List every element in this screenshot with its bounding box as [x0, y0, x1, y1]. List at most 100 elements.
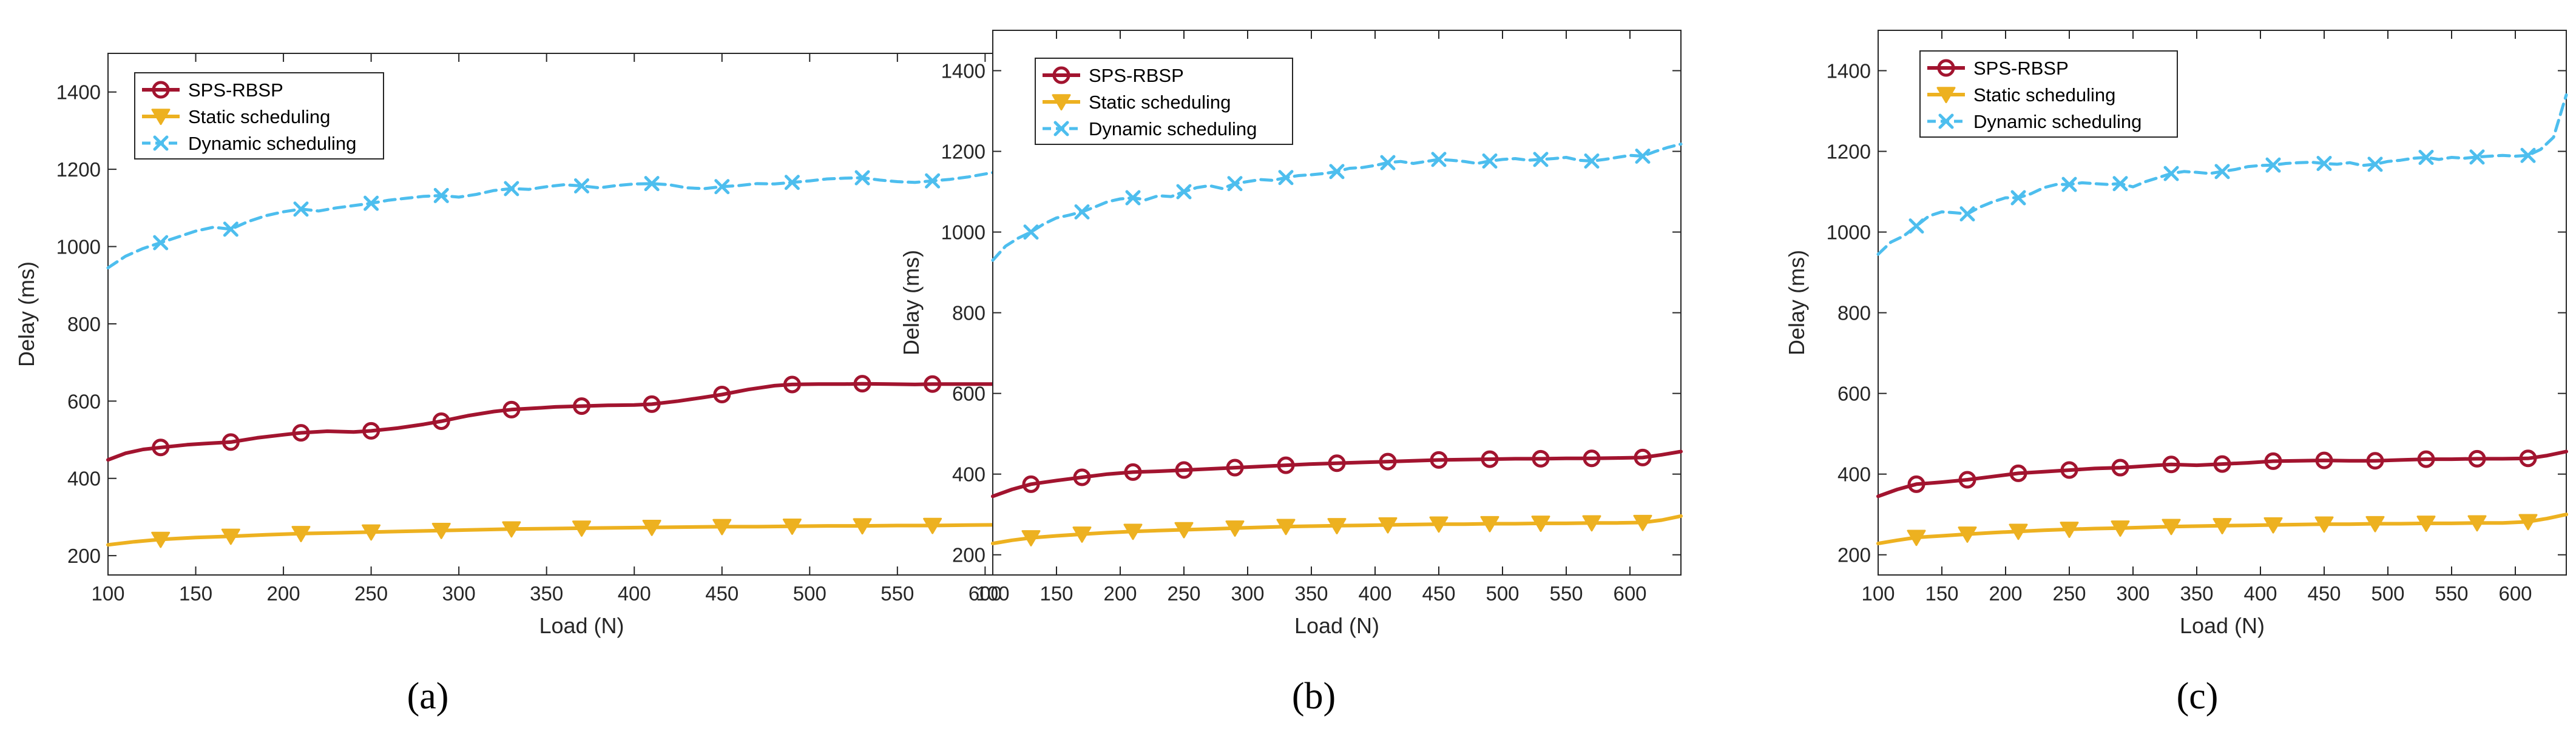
data-point-marker: [1328, 454, 1346, 472]
x-tick-label: 150: [179, 582, 212, 605]
data-point-marker: [1907, 475, 1925, 493]
series-static-scheduling: [106, 517, 1057, 548]
x-axis-label: Load (N): [2180, 613, 2265, 638]
x-axis-label: Load (N): [539, 613, 624, 638]
data-point-marker: [363, 195, 379, 211]
data-point-marker: [2163, 166, 2179, 181]
series-sps-rbsp: [1876, 449, 2568, 499]
data-point-marker: [1175, 461, 1193, 479]
data-point-marker: [433, 187, 449, 203]
legend-entry: SPS-RBSP: [188, 79, 283, 101]
data-point-marker: [432, 412, 450, 430]
legend-entry: Static scheduling: [188, 106, 330, 127]
data-point-marker: [1431, 152, 1447, 167]
data-point-marker: [1531, 516, 1550, 532]
legend-marker: [151, 109, 171, 126]
data-point-marker: [783, 375, 801, 394]
data-point-marker: [924, 375, 942, 393]
data-point-marker: [2009, 523, 2028, 540]
data-point-marker: [2214, 164, 2230, 180]
y-tick-label: 200: [67, 545, 101, 567]
data-point-marker: [1329, 164, 1345, 180]
data-point-marker: [854, 170, 870, 186]
data-point-marker: [1532, 449, 1550, 468]
data-point-marker: [2213, 455, 2231, 473]
data-point-marker: [574, 178, 589, 194]
data-point-marker: [784, 175, 800, 190]
data-point-marker: [2263, 517, 2283, 534]
legend-marker: [1052, 94, 1071, 111]
legend-entry: SPS-RBSP: [1973, 58, 2069, 79]
x-tick-label: 100: [976, 582, 1009, 605]
data-point-marker: [1379, 452, 1397, 471]
data-point-marker: [1633, 514, 1652, 531]
data-point-marker: [1430, 451, 1448, 469]
caption-a: (a): [407, 676, 449, 717]
data-point-marker: [1959, 206, 1975, 222]
data-point-marker: [2416, 516, 2436, 532]
data-point-marker: [925, 173, 941, 189]
y-tick-label: 1400: [1827, 60, 1871, 82]
data-point-marker: [2468, 449, 2486, 468]
data-point-marker: [2366, 452, 2384, 470]
data-point-marker: [2519, 449, 2537, 468]
data-point-marker: [1174, 522, 1194, 539]
legend: SPS-RBSP Static scheduling Dynamic schedul…: [1919, 50, 2178, 138]
data-point-marker: [2010, 190, 2026, 206]
data-point-marker: [2365, 516, 2385, 533]
data-point-marker: [853, 518, 872, 535]
data-point-marker: [1907, 529, 1926, 546]
data-point-marker: [2060, 461, 2078, 479]
data-point-marker: [1023, 224, 1039, 240]
y-tick-label: 400: [952, 463, 985, 486]
data-point-marker: [923, 517, 942, 534]
x-tick-label: 600: [2498, 582, 2532, 605]
data-point-marker: [502, 400, 521, 418]
data-point-marker: [2315, 451, 2333, 469]
data-point-marker: [1125, 190, 1141, 206]
x-tick-label: 350: [1294, 582, 1328, 605]
x-tick-label: 100: [91, 582, 124, 605]
data-point-marker: [1481, 450, 1499, 468]
data-point-marker: [1378, 517, 1398, 534]
data-point-marker: [1958, 471, 1976, 489]
data-point-marker: [2061, 176, 2077, 192]
x-tick-label: 200: [267, 582, 300, 605]
data-point-marker: [221, 433, 240, 451]
x-tick-label: 450: [1422, 582, 1455, 605]
x-tick-label: 450: [2307, 582, 2341, 605]
x-tick-label: 600: [1613, 582, 1646, 605]
plot-area: [992, 30, 1682, 576]
legend-marker: [1053, 121, 1069, 136]
data-point-marker: [2520, 147, 2536, 163]
series-static-scheduling: [1876, 512, 2568, 546]
y-tick-label: 600: [67, 390, 101, 412]
legend: SPS-RBSP Static scheduling Dynamic schedul…: [1035, 58, 1293, 145]
y-axis-label: Delay (ms): [14, 261, 39, 367]
data-point-marker: [2162, 519, 2181, 536]
data-point-marker: [1226, 459, 1244, 477]
data-point-marker: [2316, 156, 2332, 172]
data-point-marker: [2418, 150, 2434, 166]
data-point-marker: [1380, 155, 1396, 170]
data-point-marker: [1582, 515, 1601, 532]
legend-marker: [1937, 59, 1955, 77]
x-tick-label: 250: [1167, 582, 1200, 605]
x-tick-label: 450: [705, 582, 739, 605]
x-tick-label: 250: [2052, 582, 2086, 605]
x-tick-label: 350: [530, 582, 563, 605]
chart-panel-c: 100 150 200 250 300 350 400 450 500 550 600 200 400 6…: [1784, 30, 2568, 638]
y-tick-label: 1200: [56, 158, 101, 181]
data-point-marker: [153, 235, 169, 250]
x-tick-label: 300: [1231, 582, 1264, 605]
series-dynamic-scheduling: [1876, 93, 2568, 256]
y-tick-label: 200: [952, 544, 985, 566]
y-tick-label: 600: [952, 383, 985, 405]
series-line: [991, 449, 1683, 499]
data-point-marker: [2009, 464, 2027, 482]
data-point-marker: [1176, 184, 1192, 200]
data-point-marker: [1958, 526, 1977, 543]
legend-entry: Static scheduling: [1089, 92, 1231, 113]
data-point-marker: [2467, 515, 2487, 532]
data-point-marker: [1634, 448, 1652, 466]
